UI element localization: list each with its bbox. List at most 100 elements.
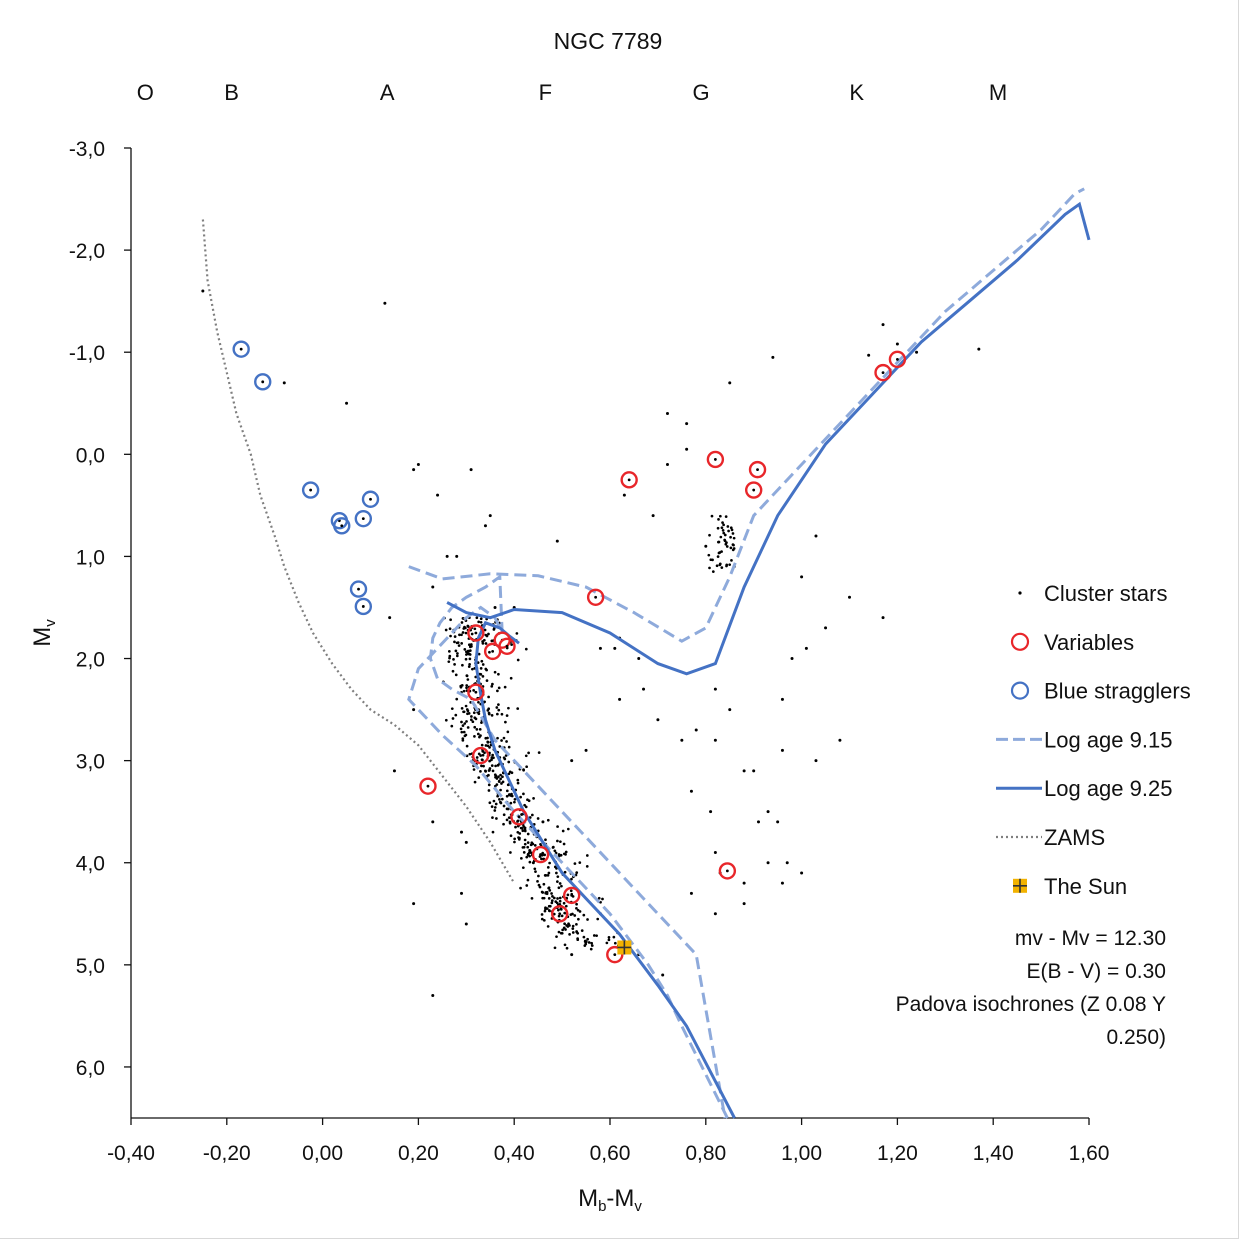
cluster-star: [505, 789, 509, 793]
cluster-star: [459, 727, 463, 731]
variable-star-marker: [745, 481, 763, 499]
cluster-star: [556, 839, 559, 843]
cluster-star: [575, 930, 578, 933]
cluster-star: [476, 732, 480, 736]
cluster-star: [477, 700, 480, 704]
spectral-class-F: F: [539, 80, 552, 105]
cluster-star: [713, 687, 717, 691]
cluster-star: [724, 515, 728, 518]
cluster-star: [566, 925, 570, 928]
cluster-star: [464, 657, 468, 661]
cluster-star: [495, 706, 499, 709]
cluster-star: [530, 896, 534, 900]
cluster-star: [464, 631, 468, 635]
cluster-star: [725, 541, 728, 545]
cluster-star: [571, 931, 575, 934]
cluster-star: [689, 789, 693, 793]
cluster-star: [474, 717, 478, 721]
cluster-star: [561, 928, 564, 932]
cluster-star: [513, 797, 517, 801]
cluster-star: [502, 822, 505, 826]
cluster-star: [388, 616, 392, 620]
sun-marker-cross: [617, 940, 632, 955]
cluster-star: [460, 621, 464, 624]
cluster-star: [550, 892, 553, 895]
cluster-star: [490, 805, 494, 808]
cluster-star: [590, 941, 594, 945]
cluster-star: [637, 657, 641, 661]
cluster-star: [412, 708, 416, 712]
cluster-star: [480, 743, 484, 747]
blue-straggler-marker: [361, 490, 380, 508]
cluster-star: [466, 726, 470, 729]
cluster-star: [715, 564, 719, 568]
isochrone-9-15-ms: [407, 573, 729, 1119]
cluster-star: [542, 882, 546, 886]
cluster-star: [742, 769, 746, 773]
cluster-star: [497, 780, 501, 784]
cluster-star: [548, 889, 552, 892]
marker-center-dot: [361, 517, 365, 521]
marker-center-dot: [725, 869, 729, 873]
cluster-star: [708, 533, 711, 537]
marker-center-dot: [594, 595, 598, 599]
cluster-star: [510, 794, 514, 798]
cluster-star: [499, 777, 502, 781]
cluster-star: [484, 770, 487, 773]
legend-symbol-circle: [1010, 632, 1030, 651]
marker-center-dot: [369, 497, 372, 501]
cluster-star: [536, 879, 539, 883]
cluster-star: [547, 897, 551, 900]
cluster-star: [500, 797, 504, 801]
cluster-star: [462, 730, 466, 734]
variable-star-marker: [874, 363, 892, 382]
cluster-star: [488, 745, 491, 749]
cluster-star: [561, 829, 565, 833]
cluster-star: [472, 768, 476, 771]
cluster-star: [532, 797, 535, 800]
marker-center-dot: [474, 631, 478, 635]
cluster-star: [730, 528, 734, 532]
cluster-star: [470, 645, 473, 648]
cluster-star: [431, 585, 435, 589]
cluster-star: [721, 521, 724, 524]
cluster-star: [711, 558, 714, 562]
cluster-star: [464, 922, 468, 926]
cluster-star: [544, 838, 547, 842]
cluster-star: [458, 633, 461, 637]
cluster-star: [707, 553, 711, 557]
cluster-star: [497, 703, 500, 706]
cluster-star: [201, 289, 205, 293]
cluster-star: [570, 759, 574, 763]
cluster-star: [477, 652, 481, 656]
cluster-star: [563, 943, 567, 947]
cluster-star: [661, 973, 665, 977]
cluster-star: [455, 697, 459, 701]
x-tick-label: 0,40: [494, 1142, 535, 1165]
cluster-star: [467, 712, 471, 715]
cluster-star: [543, 909, 547, 913]
cluster-star: [497, 686, 501, 690]
cluster-star: [468, 663, 471, 666]
cluster-star: [838, 738, 842, 742]
cluster-star: [546, 866, 550, 869]
cluster-star: [560, 931, 564, 935]
cluster-star: [496, 689, 499, 693]
cluster-star: [721, 529, 725, 532]
cluster-star: [533, 867, 537, 871]
variable-star-marker: [706, 450, 725, 469]
cluster-star: [473, 725, 477, 729]
cluster-star: [486, 740, 490, 744]
cluster-star: [547, 871, 551, 875]
cluster-star: [456, 652, 459, 655]
cluster-star: [534, 870, 537, 873]
cluster-star: [595, 934, 598, 938]
cluster-star: [713, 851, 717, 855]
cluster-star: [460, 642, 464, 645]
cluster-star: [507, 760, 511, 764]
cluster-star: [461, 663, 464, 667]
cluster-star: [732, 536, 736, 540]
marker-center-dot: [756, 468, 759, 472]
cluster-star: [727, 529, 730, 533]
